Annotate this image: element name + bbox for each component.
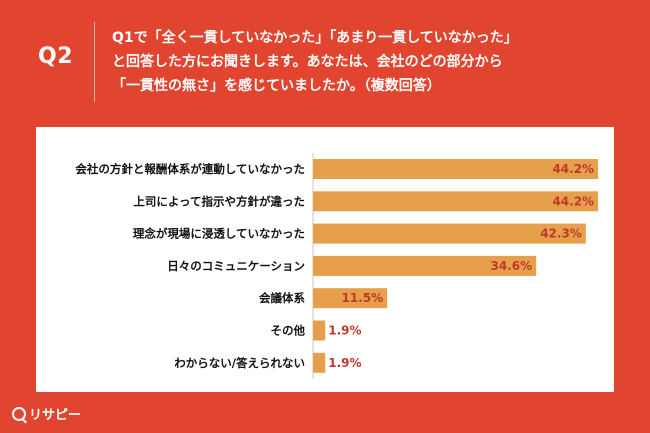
category-label: その他 bbox=[271, 324, 306, 338]
value-label: 44.2% bbox=[552, 162, 594, 176]
category-label: 会議体系 bbox=[258, 291, 305, 305]
question-line: と回答した方にお聞きします。あなたは、会社のどの部分から bbox=[112, 54, 503, 70]
bar bbox=[313, 288, 388, 309]
value-label: 42.3% bbox=[540, 227, 582, 241]
bar bbox=[313, 320, 326, 341]
brand-logo-text: リサピー bbox=[29, 408, 82, 423]
header: Q2 Q1で「全く一貫していなかった」「あまり一貫していなかった」 と回答した方… bbox=[0, 0, 650, 122]
value-label: 11.5% bbox=[342, 291, 384, 305]
question-line: Q1で「全く一貫していなかった」「あまり一貫していなかった」 bbox=[112, 30, 518, 46]
bar bbox=[313, 255, 537, 276]
value-label: 34.6% bbox=[491, 259, 533, 273]
question-number: Q2 bbox=[38, 44, 74, 69]
category-label: 上司によって指示や方針が違った bbox=[133, 194, 305, 208]
category-label: わからない/答えられない bbox=[174, 356, 305, 370]
bar bbox=[313, 352, 326, 373]
brand-logo: リサピー bbox=[12, 404, 81, 423]
magnifier-logo-icon bbox=[12, 406, 26, 421]
value-label: 1.9% bbox=[328, 356, 361, 370]
category-label: 会社の方針と報酬体系が連動していなかった bbox=[74, 162, 305, 176]
category-label: 理念が現場に浸透していなかった bbox=[133, 227, 305, 241]
bar bbox=[313, 191, 599, 212]
bar bbox=[313, 159, 599, 179]
value-label: 44.2% bbox=[552, 194, 594, 208]
category-label: 日々のコミュニケーション bbox=[167, 259, 305, 273]
bar bbox=[313, 223, 586, 244]
header-divider bbox=[94, 22, 95, 102]
question-line: 「一貫性の無さ」を感じていましたか。（複数回答） bbox=[112, 78, 441, 94]
question-text: Q1で「全く一貫していなかった」「あまり一貫していなかった」 と回答した方にお聞… bbox=[112, 26, 632, 98]
value-label: 1.9% bbox=[328, 324, 361, 338]
